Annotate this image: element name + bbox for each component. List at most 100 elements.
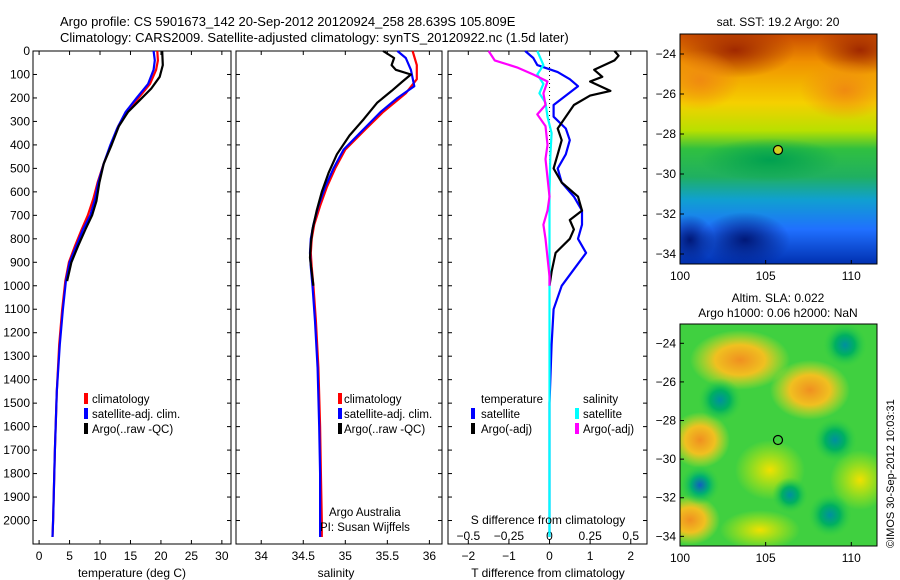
depth-tick-label: 900 bbox=[10, 255, 30, 269]
lon-tick-label: 100 bbox=[670, 269, 690, 283]
depth-tick-label: 700 bbox=[10, 208, 30, 222]
salinity-legend: climatology satellite-adj. clim. Argo(..… bbox=[338, 393, 432, 436]
depth-tick-label: 600 bbox=[10, 185, 30, 199]
x-tick-label: 1 bbox=[587, 549, 594, 563]
temperature-panel: 0100200300400500600700800900100011001200… bbox=[3, 44, 232, 580]
series-line-satellite-adj-clim bbox=[51, 50, 156, 538]
depth-tick-label: 200 bbox=[10, 91, 30, 105]
series-line-s-satellite bbox=[536, 50, 553, 537]
legend-swatch-climatology bbox=[338, 393, 342, 404]
sla-map-ticks: 100 105 110 −24 −26 −28 −30 −32 −34 bbox=[656, 336, 862, 565]
lat-tick-label: −24 bbox=[656, 47, 677, 61]
depth-tick-label: 2000 bbox=[3, 514, 30, 528]
legend-label-t-satellite: satellite bbox=[481, 409, 520, 421]
x-tick-label: 5 bbox=[66, 549, 73, 563]
s-tick-label: 0.5 bbox=[622, 529, 639, 543]
difference-series bbox=[487, 50, 620, 537]
legend-swatch-s-satellite bbox=[575, 408, 579, 419]
x-tick-label: 20 bbox=[154, 549, 168, 563]
salinity-panel: 34 34.5 35 35.5 36 salinity climatology sate… bbox=[235, 50, 443, 580]
x-tick-label: 34 bbox=[255, 549, 269, 563]
depth-tick-label: 1000 bbox=[3, 279, 30, 293]
x-tick-label: 15 bbox=[124, 549, 138, 563]
sla-map-title-line1: Altim. SLA: 0.022 bbox=[732, 291, 825, 305]
legend-swatch-argo bbox=[84, 423, 88, 434]
salinity-xlabel: salinity bbox=[318, 566, 355, 580]
depth-tick-label: 1900 bbox=[3, 490, 30, 504]
depth-tick-label: 1100 bbox=[4, 302, 30, 316]
difference-panel: −2 −1 0 1 2 −0.5 −0.25 0 0.25 0.5 S difference f… bbox=[447, 50, 648, 580]
temperature-series bbox=[51, 50, 164, 538]
salinity-depth-ticks bbox=[236, 50, 442, 522]
legend-swatch-t-argo bbox=[471, 423, 475, 434]
sst-map-title: sat. SST: 19.2 Argo: 20 bbox=[717, 15, 840, 29]
depth-tick-label: 1200 bbox=[3, 326, 30, 340]
salinity-axes-frame bbox=[235, 50, 443, 545]
temperature-xlabel: temperature (deg C) bbox=[78, 566, 186, 580]
legend-label-satellite: satellite-adj. clim. bbox=[344, 409, 432, 421]
s-difference-xlabel: S difference from climatology bbox=[471, 513, 626, 527]
x-tick-label: 30 bbox=[215, 549, 229, 563]
lat-tick-label: −30 bbox=[656, 452, 677, 466]
salinity-series bbox=[308, 50, 418, 537]
lon-tick-label: 105 bbox=[756, 551, 776, 565]
x-tick-label: 10 bbox=[93, 549, 107, 563]
legend-swatch-s-argo bbox=[575, 423, 579, 434]
legend-label-argo: Argo(..raw -QC) bbox=[92, 424, 173, 436]
legend-swatch-t-satellite bbox=[471, 408, 475, 419]
difference-legend: temperature salinity satellite Argo(-adj… bbox=[471, 394, 634, 436]
x-tick-label: 25 bbox=[185, 549, 199, 563]
series-line-t-argo-adj bbox=[548, 50, 620, 286]
salinity-ticks: 34 34.5 35 35.5 36 bbox=[255, 51, 437, 563]
sst-map-ticks: 100 105 110 −24 −26 −28 −30 −32 −34 bbox=[656, 47, 862, 283]
legend-label-s-argo: Argo(-adj) bbox=[583, 424, 634, 436]
series-line-s-argo-adj bbox=[487, 50, 551, 286]
depth-tick-label: 1600 bbox=[3, 420, 30, 434]
legend-swatch-satellite bbox=[338, 408, 342, 419]
temperature-legend: climatology satellite-adj. clim. Argo(..… bbox=[84, 393, 180, 436]
figure-title-line2: Climatology: CARS2009. Satellite-adjuste… bbox=[60, 30, 569, 45]
depth-tick-label: 1300 bbox=[3, 349, 30, 363]
sst-map-frame bbox=[679, 33, 878, 265]
x-tick-label: 0 bbox=[546, 549, 553, 563]
x-tick-label: 35 bbox=[339, 549, 353, 563]
legend-label-satellite: satellite-adj. clim. bbox=[92, 409, 180, 421]
difference-depth-ticks bbox=[448, 50, 647, 522]
x-tick-label: −2 bbox=[461, 549, 475, 563]
depth-tick-label: 100 bbox=[10, 67, 30, 81]
sla-map-frame bbox=[679, 323, 878, 547]
s-tick-label: 0.25 bbox=[578, 529, 602, 543]
temperature-ticks: 0 5 10 15 20 25 30 bbox=[36, 51, 229, 563]
legend-title-salinity: salinity bbox=[583, 394, 618, 406]
depth-tick-label: 1700 bbox=[3, 443, 30, 457]
lat-tick-label: −26 bbox=[656, 375, 677, 389]
t-difference-ticks: −2 −1 0 1 2 bbox=[461, 51, 634, 563]
lon-tick-label: 110 bbox=[842, 269, 861, 283]
x-tick-label: 36 bbox=[423, 549, 437, 563]
sla-map-title-line2: Argo h1000: 0.06 h2000: NaN bbox=[698, 306, 857, 320]
t-difference-xlabel: T difference from climatology bbox=[471, 566, 625, 580]
annotation-argo-australia: Argo Australia bbox=[329, 507, 401, 519]
x-tick-label: 2 bbox=[627, 549, 634, 563]
lat-tick-label: −30 bbox=[656, 167, 677, 181]
lon-tick-label: 100 bbox=[670, 551, 690, 565]
x-tick-label: −1 bbox=[502, 549, 516, 563]
lon-tick-label: 105 bbox=[756, 269, 776, 283]
depth-tick-label: 1400 bbox=[3, 373, 30, 387]
annotation-pi: PI: Susan Wijffels bbox=[320, 522, 410, 534]
depth-tick-label: 1500 bbox=[3, 396, 30, 410]
legend-swatch-argo bbox=[338, 423, 342, 434]
lat-tick-label: −32 bbox=[656, 207, 677, 221]
sst-map: sat. SST: 19.2 Argo: 20 100 105 110 −24 −26 −… bbox=[656, 15, 878, 283]
legend-label-t-argo: Argo(-adj) bbox=[481, 424, 532, 436]
depth-tick-label: 500 bbox=[10, 161, 30, 175]
argo-float-marker bbox=[772, 434, 784, 446]
sla-map: Altim. SLA: 0.022 Argo h1000: 0.06 h2000… bbox=[656, 291, 878, 565]
depth-tick-label: 800 bbox=[10, 232, 30, 246]
lat-tick-label: −28 bbox=[656, 414, 677, 428]
series-line-argo-raw-qc bbox=[308, 50, 412, 286]
legend-label-climatology: climatology bbox=[344, 394, 402, 406]
difference-axes-frame bbox=[447, 50, 648, 545]
depth-tick-label: 1800 bbox=[3, 467, 30, 481]
